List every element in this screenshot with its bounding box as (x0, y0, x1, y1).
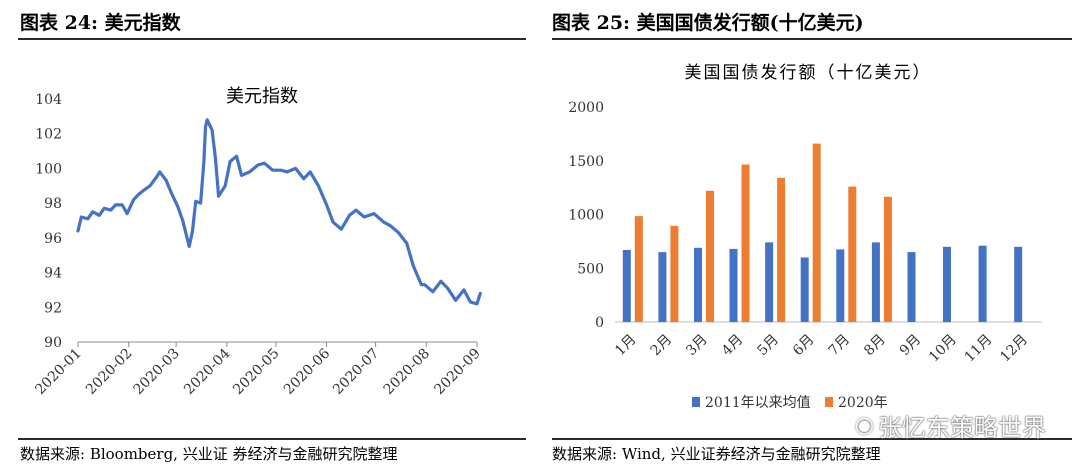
y-tick-label: 2000 (568, 100, 604, 116)
treasury-issuance-chart: 美国国债发行额（十亿美元） 0 500 1000 1500 2000 1月 2月 3月 4月 5月 6… (568, 63, 1042, 411)
bar-2020 (670, 225, 679, 322)
legend-label: 2020年 (838, 395, 888, 411)
x-tick-label: 12月 (997, 332, 1031, 366)
y-tick-label: 100 (35, 161, 62, 177)
bar-avg-since-2011 (694, 247, 702, 322)
bar-2020 (741, 164, 750, 322)
x-tick-label: 8月 (861, 332, 889, 360)
panel-treasury-issuance: 图表 25: 美国国债发行额(十亿美元) 美国国债发行额（十亿美元） 0 500 10… (540, 0, 1080, 473)
panel-dollar-index: 图表 24: 美元指数 美元指数 90 92 94 96 98 100 102 104 2020-… (18, 12, 526, 463)
chart-title: 美国国债发行额（十亿美元） (685, 63, 932, 83)
x-tick-label: 2020-08 (381, 346, 433, 398)
x-tick-label: 9月 (897, 332, 925, 360)
y-tick-label: 1500 (568, 154, 604, 170)
legend-label: 2011年以来均值 (705, 395, 811, 411)
y-tick-label: 1000 (568, 208, 604, 224)
bar-avg-since-2011 (943, 246, 951, 323)
y-tick-label: 94 (44, 266, 62, 282)
bar-avg-since-2011 (836, 249, 845, 322)
bar-avg-since-2011 (800, 257, 809, 322)
watermark: ◉ 张忆东策略世界 (855, 408, 1046, 443)
wechat-icon: ◉ (854, 413, 874, 438)
bar-avg-since-2011 (765, 242, 774, 322)
bar-2020 (848, 186, 857, 322)
bar-avg-since-2011 (658, 252, 667, 322)
y-tick-label: 500 (577, 261, 604, 277)
bar-2020 (634, 216, 643, 322)
y-tick-label: 104 (35, 92, 62, 108)
y-tick-label: 96 (44, 231, 62, 247)
bar-avg-since-2011 (978, 245, 987, 322)
footer-rule (552, 438, 1072, 440)
bar-2020 (777, 177, 786, 322)
legend-swatch (825, 397, 833, 407)
bar-2020 (883, 196, 892, 322)
bar-avg-since-2011 (622, 250, 631, 322)
dollar-index-line (76, 118, 482, 306)
bar-2020 (812, 143, 821, 322)
x-tick-label: 2020-07 (330, 346, 382, 398)
chart-title: 美元指数 (226, 86, 298, 107)
bar-2020 (706, 190, 714, 322)
x-tick-label: 2020-09 (431, 346, 483, 398)
x-tick-label: 3月 (683, 332, 711, 360)
dollar-index-chart: 美元指数90929496981001021042020-012020-02202… (32, 86, 483, 398)
x-tick-label: 6月 (790, 332, 818, 360)
bar-avg-since-2011 (729, 248, 738, 322)
x-tick-label: 5月 (754, 332, 782, 360)
bar-avg-since-2011 (1014, 246, 1023, 323)
watermark-text: 张忆东策略世界 (878, 414, 1046, 442)
x-tick-label: 2020-03 (130, 346, 182, 398)
x-tick-label: 2月 (648, 332, 676, 360)
y-tick-label: 102 (35, 127, 62, 143)
figure-header: 图表 25: 美国国债发行额(十亿美元) (552, 12, 864, 34)
x-tick-label: 10月 (926, 332, 960, 366)
bar-avg-since-2011 (871, 242, 880, 322)
x-tick-label: 2020-02 (83, 346, 135, 398)
y-tick-label: 98 (44, 196, 62, 212)
x-tick-label: 2020-05 (230, 346, 282, 398)
bar-avg-since-2011 (907, 252, 916, 322)
x-tick-label: 2020-01 (32, 346, 84, 398)
x-tick-label: 2020-06 (281, 345, 334, 398)
source-note: 数据来源: Wind, 兴业证券经济与金融研究院整理 (552, 445, 881, 463)
x-tick-label: 11月 (962, 332, 996, 366)
y-tick-label: 92 (44, 300, 62, 316)
figure-header: 图表 24: 美元指数 (20, 12, 181, 34)
legend-swatch (692, 397, 700, 407)
footer-rule (18, 438, 526, 440)
y-tick-label: 90 (44, 335, 62, 351)
y-tick-label: 0 (595, 315, 604, 331)
x-tick-label: 2020-04 (181, 345, 234, 398)
x-tick-label: 1月 (612, 332, 640, 360)
header-rule (552, 38, 1072, 40)
x-tick-label: 7月 (826, 332, 854, 360)
header-rule (18, 38, 526, 40)
x-tick-label: 4月 (719, 332, 747, 360)
source-note: 数据来源: Bloomberg, 兴业证 券经济与金融研究院整理 (20, 445, 398, 463)
